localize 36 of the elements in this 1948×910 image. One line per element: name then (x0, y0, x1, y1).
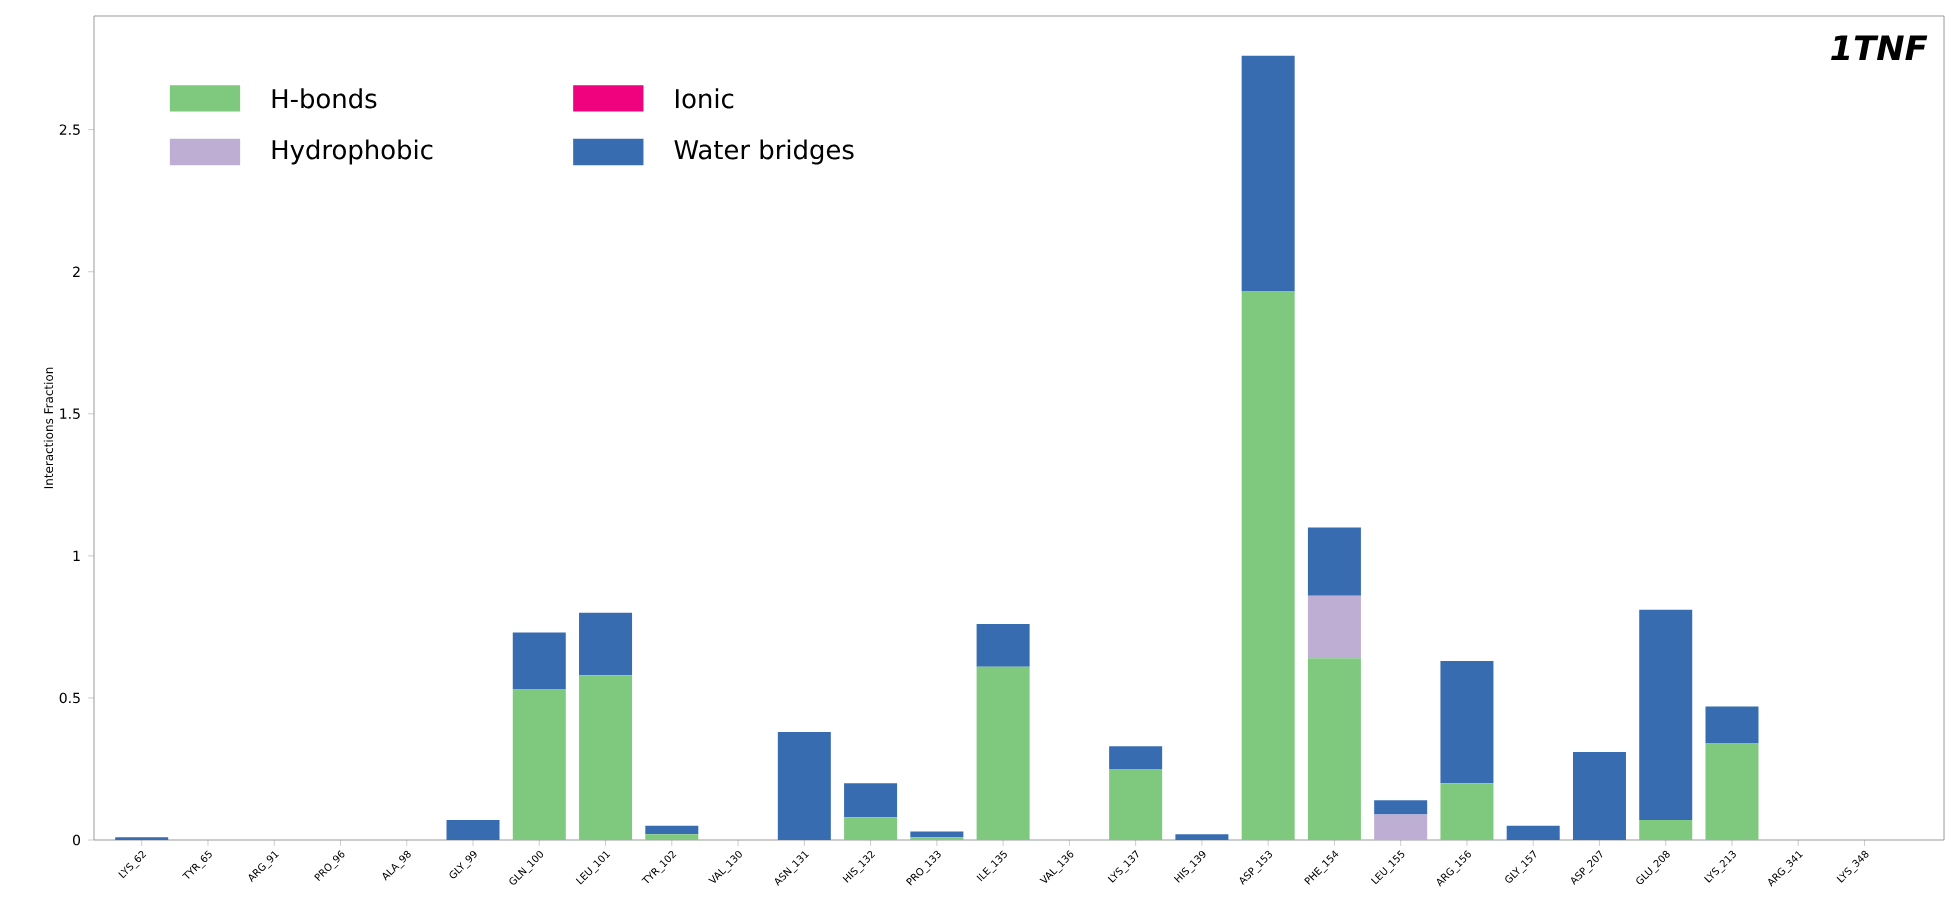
bar (1109, 768, 1163, 840)
bar (1241, 55, 1295, 292)
bar (1440, 783, 1494, 840)
bar (1374, 814, 1428, 840)
bar (777, 732, 831, 840)
bar (1705, 743, 1759, 840)
bar (1374, 800, 1428, 815)
bar (1440, 660, 1494, 784)
bar (645, 834, 699, 840)
bar (976, 666, 1030, 840)
bar (512, 689, 566, 840)
bar (446, 820, 500, 840)
bar (512, 632, 566, 690)
bar (976, 624, 1030, 667)
legend-label: Water bridges (674, 139, 854, 165)
legend-label: Hydrophobic (272, 139, 433, 165)
bar (1307, 595, 1361, 659)
annotation: 1TNF (1831, 35, 1928, 61)
bar (1639, 609, 1693, 821)
bar (844, 783, 898, 818)
bar (910, 831, 964, 838)
bar (1307, 658, 1361, 840)
bar (1241, 291, 1295, 840)
bar (1705, 706, 1759, 744)
legend-label: Ionic (676, 88, 734, 109)
bar (579, 675, 633, 840)
bar (1572, 751, 1626, 840)
bar (844, 817, 898, 840)
legend-label: H-bonds (272, 88, 377, 109)
bar (579, 612, 633, 676)
bar (1175, 834, 1229, 840)
bar (1639, 820, 1693, 840)
bar (1506, 825, 1560, 840)
bar (645, 825, 699, 835)
bar (1307, 527, 1361, 596)
bar (1109, 746, 1163, 769)
